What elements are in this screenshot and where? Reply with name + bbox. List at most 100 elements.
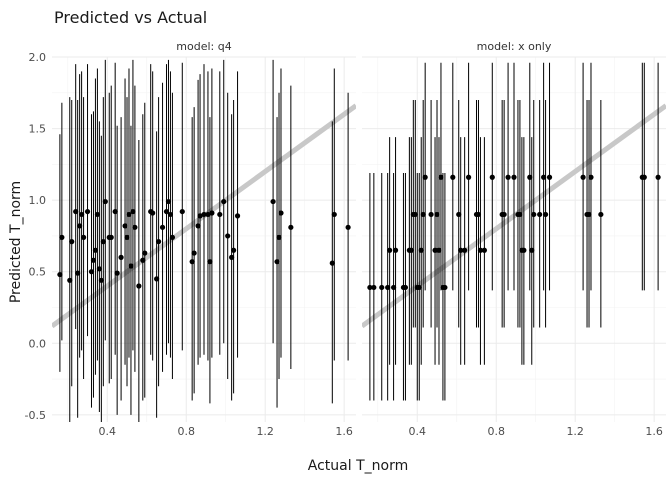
data-point [201,211,207,218]
data-point [69,239,75,245]
data-point [130,208,136,215]
data-point [225,233,231,239]
data-point [546,174,553,180]
data-point [434,211,440,218]
data-point [537,211,543,218]
data-point [477,247,484,253]
panel: model: x only 0.4 0.8 1.2 1.6 [362,40,666,438]
y-tick-label: 0.0 [29,337,47,350]
data-point [436,247,442,253]
x-tick-label: 1.2 [256,425,274,438]
panel-strip-label: model: q4 [176,40,231,53]
data-point [80,234,87,240]
data-point [124,234,130,240]
data-point [442,284,448,291]
data-point [390,284,397,291]
data-point [234,213,241,219]
panel-strip-label: model: x only [477,40,552,53]
data-point [475,211,482,218]
y-tick-label: 2.0 [29,51,47,64]
data-point [428,211,434,218]
data-point [122,223,128,229]
data-point [276,234,282,240]
data-point [154,276,160,282]
data-point [98,277,104,283]
data-point [189,259,195,265]
data-point [489,174,495,180]
panel-plot-area [362,62,666,401]
x-axis-title: Actual T_norm [308,458,408,474]
data-point [231,247,237,253]
data-point [329,260,335,266]
data-point [167,211,174,218]
data-point [420,211,426,218]
data-point [150,210,156,216]
data-point [527,174,533,180]
data-point [114,270,120,276]
data-point [169,234,176,240]
panels: model: q4 0.4 0.8 1.2 1.6 -0.5 0.0 0.5 1.0 1.5 2.0… [25,40,666,438]
data-point [128,263,134,269]
data-point [59,234,65,240]
data-point [598,211,604,218]
y-tick-label: -0.5 [25,409,46,422]
panel: model: q4 0.4 0.8 1.2 1.6 -0.5 0.0 0.5 1.0 1.5 2.0 [25,40,356,438]
data-point [90,257,97,263]
data-point [438,174,444,180]
data-point [140,257,146,263]
data-point [142,250,148,256]
data-point [588,174,594,180]
data-point [165,198,172,205]
data-point [229,254,235,260]
data-point [207,259,213,265]
data-point [505,174,511,180]
data-point [408,247,414,253]
y-tick-label: 1.5 [29,123,47,136]
data-point [102,198,108,205]
data-point [77,223,83,229]
data-point [205,211,211,218]
data-point [345,224,351,230]
data-point [108,234,114,240]
data-point [641,174,647,180]
data-point [191,250,197,256]
data-point [288,224,294,230]
data-point [67,277,73,283]
data-point [521,247,527,253]
data-point [96,266,102,272]
data-point [511,174,517,180]
x-tick-label: 0.4 [409,425,427,438]
data-point [541,174,547,180]
data-point [542,211,549,218]
data-point [163,208,170,215]
data-point [458,247,464,253]
data-point [529,247,535,253]
data-point [197,213,203,219]
data-point [450,174,456,180]
data-point [422,174,428,180]
data-point [432,247,438,253]
data-point [92,247,99,253]
data-point [274,259,280,265]
data-point [270,198,276,205]
y-axis-title: Predicted T_norm [8,181,24,303]
x-tick-label: 1.6 [645,425,663,438]
data-point [517,211,523,218]
data-point [94,211,101,218]
data-point [387,247,393,253]
data-point [155,239,162,245]
x-tick-label: 0.8 [487,425,505,438]
data-point [209,210,215,216]
data-point [462,247,468,253]
data-point [586,211,592,218]
data-point [412,211,418,218]
data-point [221,198,227,205]
data-point [367,284,373,291]
data-point [84,208,91,215]
x-tick-label: 0.8 [177,425,195,438]
data-point [331,211,337,218]
data-point [402,284,409,291]
data-point [88,269,95,275]
data-point [112,208,118,215]
